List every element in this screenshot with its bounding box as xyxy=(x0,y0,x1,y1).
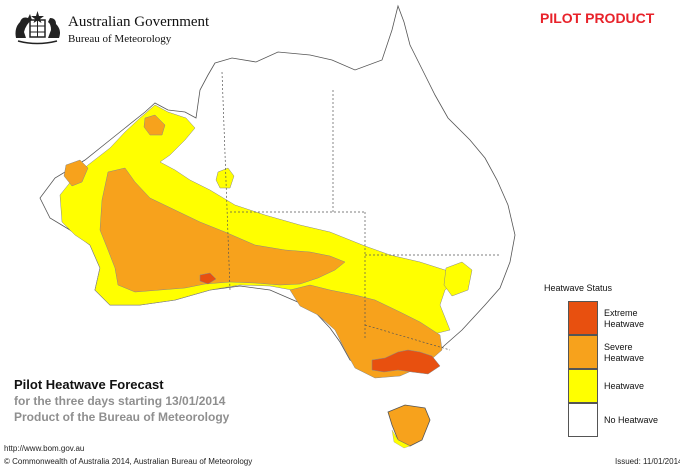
severe-spot-pilbara xyxy=(143,114,166,136)
severe-zone-west xyxy=(99,167,346,293)
legend-label-severe-2: Heatwave xyxy=(604,353,645,363)
tasmania-heatwave-edge xyxy=(391,429,411,449)
legend-swatch-heatwave xyxy=(568,369,598,403)
legend-swatch-no-heatwave xyxy=(568,403,598,437)
copyright-notice: © Commonwealth of Australia 2014, Austra… xyxy=(4,457,253,466)
issued-date: Issued: 11/01/2014 xyxy=(615,457,680,466)
forecast-title: Pilot Heatwave Forecast xyxy=(14,377,164,392)
legend-label-extreme-2: Heatwave xyxy=(604,319,645,329)
legend-item-severe: Severe Heatwave xyxy=(568,335,678,369)
legend-item-heatwave: Heatwave xyxy=(568,369,678,403)
heatwave-zone-north xyxy=(215,167,235,189)
legend-item-no-heatwave: No Heatwave xyxy=(568,403,678,437)
heatwave-zone-east xyxy=(443,261,473,297)
forecast-product-of: Product of the Bureau of Meteorology xyxy=(14,410,230,424)
government-name: Australian Government xyxy=(68,14,210,30)
tasmania xyxy=(387,404,431,447)
legend-label-extreme-1: Extreme xyxy=(604,308,638,318)
legend-label-severe-1: Severe xyxy=(604,342,633,352)
state-borders xyxy=(221,71,500,351)
legend-swatch-extreme xyxy=(568,301,598,335)
legend-swatch-severe xyxy=(568,335,598,369)
extreme-zone-victoria xyxy=(371,349,441,375)
coat-of-arms-logo xyxy=(15,11,60,45)
legend-item-extreme: Extreme Heatwave xyxy=(568,301,678,335)
legend-title: Heatwave Status xyxy=(544,283,613,293)
pilot-product-label: PILOT PRODUCT xyxy=(540,10,655,26)
severe-spot-coast xyxy=(63,159,89,187)
bom-url: http://www.bom.gov.au xyxy=(4,444,85,453)
legend-label-heatwave: Heatwave xyxy=(604,381,645,391)
extreme-zone-west xyxy=(199,272,217,285)
bureau-name: Bureau of Meteorology xyxy=(68,33,172,45)
legend-label-no-heatwave: No Heatwave xyxy=(604,415,659,425)
forecast-subtitle: for the three days starting 13/01/2014 xyxy=(14,394,226,408)
